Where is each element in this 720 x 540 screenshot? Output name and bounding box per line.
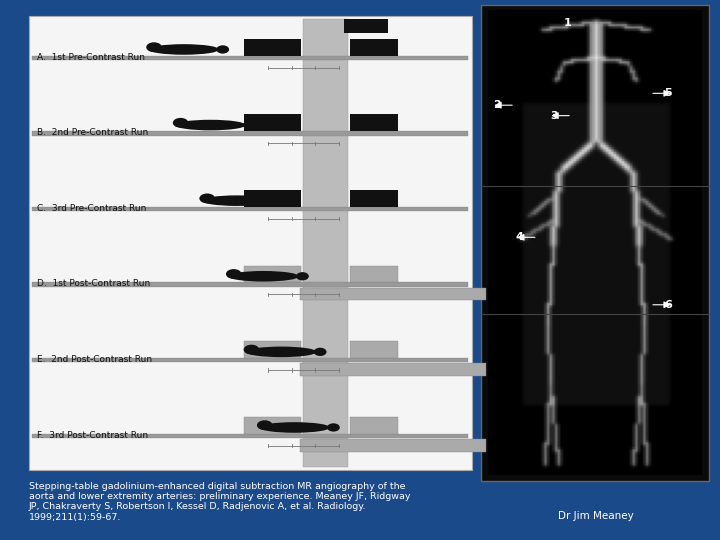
Ellipse shape — [243, 121, 256, 129]
Ellipse shape — [269, 197, 282, 205]
Ellipse shape — [228, 271, 299, 281]
Ellipse shape — [314, 348, 327, 356]
Ellipse shape — [202, 195, 272, 206]
Text: Stepping-table gadolinium-enhanced digital subtraction MR angiography of the
aor: Stepping-table gadolinium-enhanced digit… — [29, 482, 410, 522]
Ellipse shape — [246, 347, 317, 357]
Text: F.  3rd Post-Contrast Run: F. 3rd Post-Contrast Run — [37, 430, 148, 440]
Text: 4: 4 — [516, 232, 523, 242]
Bar — [350, 190, 398, 207]
Text: A.  1st Pre-Contrast Run: A. 1st Pre-Contrast Run — [37, 52, 145, 62]
Bar — [243, 39, 301, 56]
Bar — [350, 341, 398, 358]
Text: E.  2nd Post-Contrast Run: E. 2nd Post-Contrast Run — [37, 355, 153, 364]
Bar — [350, 114, 398, 131]
Bar — [243, 114, 301, 131]
Bar — [32, 434, 468, 438]
Text: 3: 3 — [550, 111, 558, 120]
Bar — [243, 341, 301, 358]
Text: B.  2nd Pre-Contrast Run: B. 2nd Pre-Contrast Run — [37, 128, 149, 137]
Bar — [32, 131, 468, 136]
Bar — [243, 190, 301, 207]
Bar — [481, 5, 709, 481]
Bar — [300, 288, 486, 300]
Bar — [350, 39, 398, 56]
Ellipse shape — [173, 118, 189, 128]
Ellipse shape — [327, 423, 340, 431]
Bar — [300, 439, 486, 451]
Bar — [243, 266, 301, 282]
Bar — [350, 266, 398, 282]
Text: 5: 5 — [665, 89, 672, 98]
Ellipse shape — [259, 422, 330, 433]
Bar — [32, 358, 468, 362]
Ellipse shape — [243, 345, 259, 354]
Bar — [29, 16, 472, 470]
Bar — [344, 19, 388, 33]
Text: D.  1st Post-Contrast Run: D. 1st Post-Contrast Run — [37, 279, 150, 288]
Ellipse shape — [296, 272, 309, 280]
Ellipse shape — [146, 42, 162, 52]
Bar — [303, 19, 348, 467]
Bar — [300, 363, 486, 376]
Text: 1: 1 — [564, 18, 572, 29]
Ellipse shape — [257, 420, 272, 430]
Text: C.  3rd Pre-Contrast Run: C. 3rd Pre-Contrast Run — [37, 204, 147, 213]
Ellipse shape — [226, 269, 241, 279]
Bar — [32, 282, 468, 287]
Text: 6: 6 — [664, 300, 672, 310]
Ellipse shape — [217, 45, 229, 53]
Bar — [32, 207, 468, 211]
Bar — [32, 56, 468, 60]
Text: 2: 2 — [493, 100, 501, 110]
Ellipse shape — [199, 193, 215, 204]
Text: Dr Jim Meaney: Dr Jim Meaney — [557, 511, 634, 521]
Ellipse shape — [148, 44, 219, 55]
Bar — [350, 417, 398, 434]
Bar — [243, 417, 301, 434]
Ellipse shape — [175, 120, 246, 130]
